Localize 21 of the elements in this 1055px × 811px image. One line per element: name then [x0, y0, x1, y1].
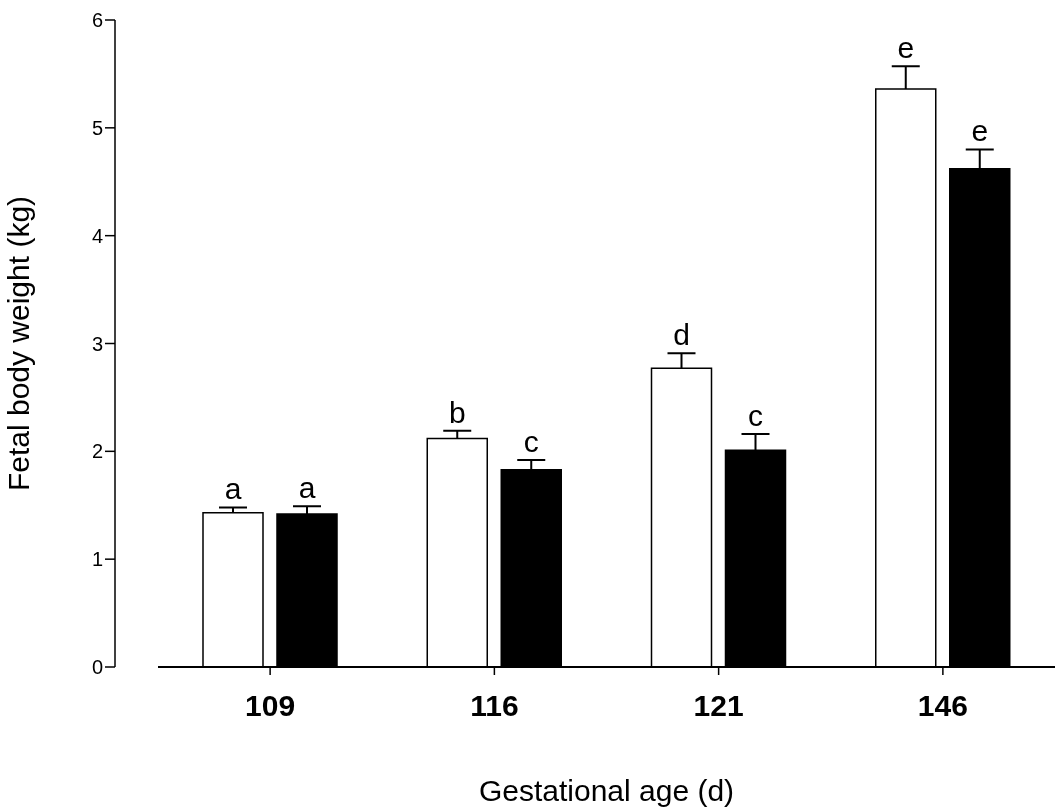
annotation: d [673, 318, 690, 352]
annotation: c [523, 424, 539, 458]
y-tick-label: 5 [91, 116, 103, 139]
annotation: c [748, 399, 763, 433]
x-tick-label: 121 [693, 689, 744, 723]
y-tick-label: 3 [91, 332, 103, 355]
y-axis-title: Fetal body weight (kg) [1, 195, 35, 492]
annotation: e [971, 114, 989, 148]
annotation: a [224, 472, 242, 506]
annotation: b [448, 395, 466, 429]
y-tick-label: 1 [91, 548, 103, 571]
y-tick-label: 2 [91, 440, 103, 463]
y-tick-label: 4 [91, 224, 103, 247]
x-tick-label: 146 [917, 689, 968, 723]
y-tick-label: 0 [91, 656, 103, 679]
x-tick-label: 116 [470, 689, 519, 723]
x-axis-title: Gestational age (d) [478, 774, 735, 807]
x-tick-label: 109 [245, 689, 296, 723]
annotation: a [298, 471, 316, 505]
annotation: e [897, 31, 915, 65]
y-tick-label: 6 [91, 9, 103, 32]
